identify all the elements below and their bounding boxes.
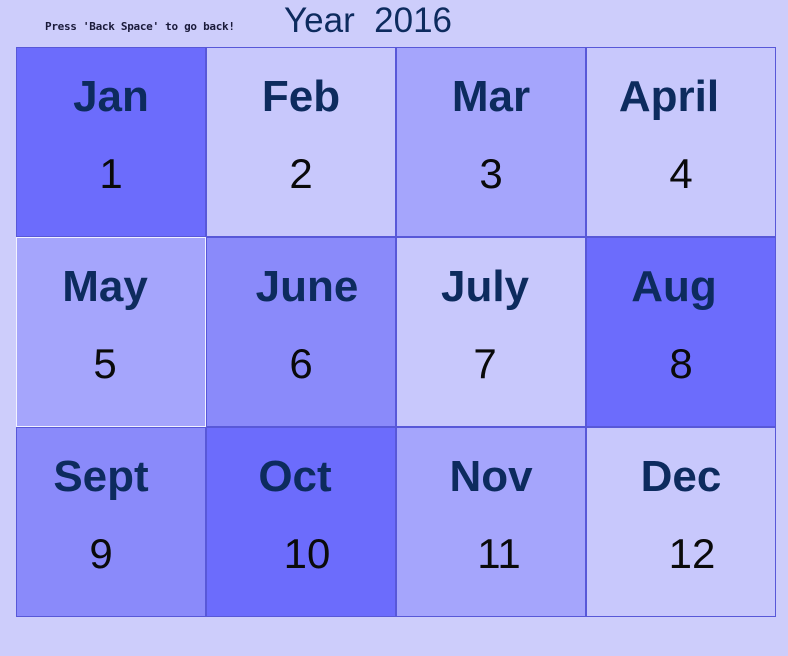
month-name: June <box>255 262 359 311</box>
year-title: Year 2016 <box>284 1 453 40</box>
month-cell-dec[interactable]: Dec 12 <box>586 427 776 617</box>
month-number: 1 <box>99 150 123 197</box>
month-number: 3 <box>479 150 503 197</box>
month-number: 5 <box>93 340 117 387</box>
month-cell-may[interactable]: May 5 <box>16 237 206 427</box>
month-number: 2 <box>289 150 313 197</box>
month-name: Sept <box>53 452 149 501</box>
month-number: 10 <box>283 530 331 577</box>
month-number: 6 <box>289 340 313 387</box>
month-name: Nov <box>449 452 533 501</box>
month-number: 9 <box>89 530 113 577</box>
month-name: April <box>618 72 720 121</box>
month-cell-jan[interactable]: Jan 1 <box>16 47 206 237</box>
month-number: 8 <box>669 340 693 387</box>
month-name: May <box>62 262 148 311</box>
month-cell-nov[interactable]: Nov 11 <box>396 427 586 617</box>
month-grid: Jan 1 Feb 2 Mar 3 April 4 May 5 June 6 J… <box>16 47 776 617</box>
back-hint: Press 'Back Space' to go back! <box>45 20 235 33</box>
month-number: 12 <box>668 530 716 577</box>
month-cell-april[interactable]: April 4 <box>586 47 776 237</box>
month-name: Feb <box>261 72 341 121</box>
month-cell-june[interactable]: June 6 <box>206 237 396 427</box>
month-name: July <box>440 262 530 311</box>
month-cell-mar[interactable]: Mar 3 <box>396 47 586 237</box>
month-cell-feb[interactable]: Feb 2 <box>206 47 396 237</box>
month-number: 11 <box>477 530 521 577</box>
month-name: Oct <box>258 452 332 501</box>
month-cell-aug[interactable]: Aug 8 <box>586 237 776 427</box>
month-name: Mar <box>451 72 531 121</box>
month-name: Jan <box>73 72 149 121</box>
month-cell-oct[interactable]: Oct 10 <box>206 427 396 617</box>
month-cell-sept[interactable]: Sept 9 <box>16 427 206 617</box>
month-number: 7 <box>473 340 497 387</box>
month-number: 4 <box>669 150 693 197</box>
month-name: Aug <box>631 262 717 311</box>
month-name: Dec <box>640 452 722 501</box>
month-cell-july[interactable]: July 7 <box>396 237 586 427</box>
